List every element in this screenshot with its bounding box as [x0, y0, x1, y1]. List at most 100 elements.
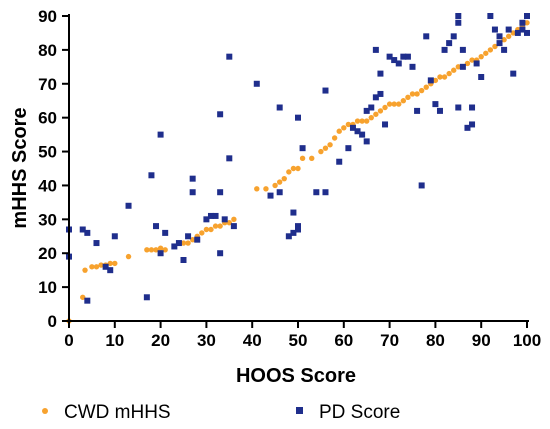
data-point-pd-score: [491, 26, 498, 33]
data-point-pd-score: [478, 74, 485, 80]
data-point-pd-score: [175, 240, 182, 247]
data-point-cwd-mhhs: [290, 165, 297, 172]
y-tick-label: 20: [38, 244, 57, 263]
data-point-pd-score: [217, 189, 224, 196]
data-point-cwd-mhhs: [82, 267, 88, 273]
data-point-pd-score: [84, 297, 91, 304]
data-point-pd-score: [276, 104, 283, 111]
data-point-pd-score: [514, 29, 521, 36]
data-point-cwd-mhhs: [382, 104, 388, 111]
data-point-pd-score: [414, 107, 421, 114]
data-point-pd-score: [400, 53, 407, 60]
data-point-cwd-mhhs: [446, 70, 452, 77]
data-point-cwd-mhhs: [437, 74, 443, 80]
data-point-cwd-mhhs: [226, 220, 232, 226]
data-point-pd-score: [363, 138, 370, 145]
data-point-cwd-mhhs: [89, 264, 95, 270]
data-point-pd-score: [148, 172, 155, 179]
data-point-cwd-mhhs: [414, 91, 420, 97]
data-point-pd-score: [496, 40, 503, 47]
data-point-cwd-mhhs: [189, 236, 196, 243]
data-point-cwd-mhhs: [231, 216, 237, 223]
x-tick-label: 70: [380, 331, 399, 350]
data-point-pd-score: [153, 223, 160, 230]
data-point-pd-score: [322, 87, 329, 94]
data-point-pd-score: [285, 233, 292, 240]
data-point-cwd-mhhs: [212, 223, 219, 229]
data-point-pd-score: [524, 29, 530, 36]
series-cwd-mhhs: [66, 13, 530, 324]
data-point-pd-score: [157, 250, 164, 257]
data-point-cwd-mhhs: [322, 145, 329, 151]
data-point-pd-score: [143, 294, 150, 301]
data-point-cwd-mhhs: [272, 182, 278, 189]
data-point-cwd-mhhs: [276, 179, 283, 185]
data-point-pd-score: [455, 19, 462, 26]
data-point-cwd-mhhs: [400, 98, 407, 104]
x-tick-label: 60: [334, 331, 353, 350]
data-point-pd-score: [519, 26, 526, 33]
data-point-pd-score: [162, 229, 169, 236]
y-tick-label: 0: [48, 312, 57, 331]
data-point-cwd-mhhs: [345, 121, 352, 128]
data-point-cwd-mhhs: [409, 91, 416, 97]
data-point-cwd-mhhs: [469, 57, 475, 63]
data-point-pd-score: [217, 111, 224, 118]
data-point-cwd-mhhs: [80, 294, 86, 300]
plot-area: [66, 13, 530, 324]
data-point-pd-score: [107, 267, 114, 274]
x-tick-label: 30: [197, 331, 216, 350]
data-point-pd-score: [446, 40, 453, 47]
data-point-cwd-mhhs: [309, 155, 315, 162]
data-point-pd-score: [226, 155, 233, 162]
data-point-pd-score: [409, 63, 416, 70]
data-point-pd-score: [469, 121, 476, 128]
data-point-pd-score: [423, 33, 430, 40]
data-point-cwd-mhhs: [391, 101, 397, 107]
data-point-pd-score: [519, 19, 526, 26]
data-point-pd-score: [496, 33, 503, 40]
data-point-pd-score: [441, 46, 448, 53]
data-point-pd-score: [436, 107, 443, 114]
data-point-pd-score: [359, 131, 366, 138]
legend-label-pd-score: PD Score: [319, 402, 400, 423]
data-point-pd-score: [290, 209, 297, 216]
data-point-cwd-mhhs: [199, 230, 205, 236]
data-point-pd-score: [368, 104, 375, 111]
data-point-cwd-mhhs: [364, 118, 370, 124]
data-point-pd-score: [372, 46, 379, 53]
x-tick-label: 0: [64, 331, 73, 350]
data-point-cwd-mhhs: [405, 94, 411, 101]
y-axis-title: mHHS Score: [9, 107, 31, 228]
axes: 0 10 20 30 40 50 60 70 80 90 100 0 10 20 30 40 50 60 70 80 9…: [38, 7, 541, 350]
data-point-pd-score: [295, 226, 301, 233]
data-point-pd-score: [455, 13, 462, 19]
data-point-cwd-mhhs: [478, 53, 484, 60]
data-point-pd-score: [267, 192, 274, 199]
data-point-pd-score: [322, 189, 329, 196]
data-point-pd-score: [295, 223, 301, 230]
data-point-cwd-mhhs: [354, 118, 361, 124]
data-point-pd-score: [217, 250, 224, 257]
legend-marker-pd-score: [296, 407, 303, 414]
data-point-cwd-mhhs: [455, 64, 461, 70]
data-point-cwd-mhhs: [185, 240, 191, 246]
data-point-pd-score: [395, 60, 402, 67]
data-point-cwd-mhhs: [501, 37, 507, 43]
data-point-pd-score: [386, 53, 393, 60]
x-tick-label: 40: [243, 331, 262, 350]
data-point-pd-score: [102, 263, 109, 270]
data-point-cwd-mhhs: [217, 223, 223, 229]
data-point-pd-score: [221, 216, 228, 223]
data-point-cwd-mhhs: [505, 33, 512, 40]
data-point-cwd-mhhs: [98, 262, 104, 268]
data-point-pd-score: [157, 131, 164, 138]
data-point-pd-score: [230, 223, 237, 230]
data-point-pd-score: [464, 124, 471, 131]
data-point-cwd-mhhs: [359, 118, 365, 124]
data-point-pd-score: [382, 121, 389, 128]
data-point-cwd-mhhs: [524, 20, 530, 26]
data-point-cwd-mhhs: [148, 247, 155, 253]
data-point-pd-score: [459, 46, 466, 53]
data-point-cwd-mhhs: [203, 226, 210, 233]
